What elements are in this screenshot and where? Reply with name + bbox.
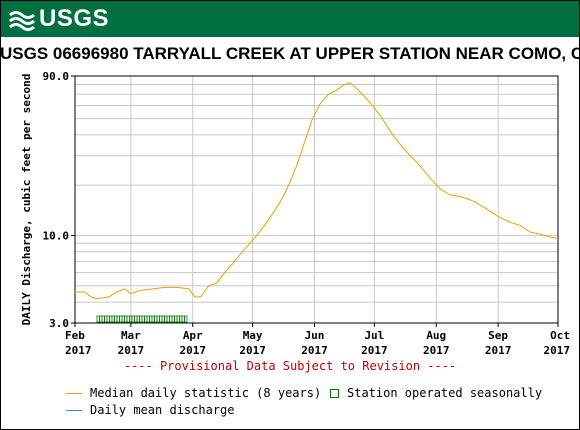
x-tick-label-year: 2017 bbox=[180, 344, 207, 357]
seasonal-markers bbox=[96, 315, 188, 323]
x-tick-label-year: 2017 bbox=[118, 344, 145, 357]
x-tick-label-month: Oct bbox=[550, 329, 570, 342]
legend-item-daily-mean: Daily mean discharge bbox=[66, 403, 235, 417]
x-axis-ticks: Feb 2017 Mar 2017 Apr 2017 May 2017 Jun 2017 Jul 20… bbox=[65, 323, 570, 357]
x-tick-label-year: 2017 bbox=[361, 344, 388, 357]
x-tick-label-month: Jul bbox=[364, 329, 384, 342]
plot-area-border bbox=[74, 75, 559, 324]
x-tick-label-month: Apr bbox=[183, 329, 203, 342]
y-tick-label: 90.0 bbox=[43, 70, 70, 83]
legend-swatch-seasonal bbox=[330, 388, 339, 398]
usgs-logo[interactable]: USGS bbox=[9, 5, 109, 33]
usgs-logo-text: USGS bbox=[39, 5, 110, 32]
y-tick-label: 3.0 bbox=[49, 317, 69, 330]
chart-title: USGS 06696980 TARRYALL CREEK AT UPPER ST… bbox=[0, 44, 580, 63]
legend-label-daily-mean: Daily mean discharge bbox=[90, 403, 235, 417]
seasonal-marker bbox=[184, 315, 188, 323]
x-tick-label-year: 2017 bbox=[544, 344, 571, 357]
grid-lines bbox=[74, 75, 559, 323]
y-axis-label: DAILY Discharge, cubic feet per second bbox=[20, 74, 33, 326]
legend-label-median: Median daily statistic (8 years) bbox=[90, 386, 322, 400]
legend-swatch-median bbox=[66, 392, 82, 394]
legend-item-median: Median daily statistic (8 years) bbox=[66, 386, 321, 400]
x-tick-label-month: May bbox=[243, 329, 263, 342]
legend-label-seasonal: Station operated seasonally bbox=[347, 386, 543, 400]
usgs-wave-icon bbox=[9, 11, 35, 31]
x-tick-label-month: Mar bbox=[121, 329, 141, 342]
x-tick-label-month: Feb bbox=[65, 329, 85, 342]
y-axis-ticks: 3.0 10.0 90.0 bbox=[43, 70, 75, 330]
x-tick-label-month: Sep bbox=[488, 329, 508, 342]
legend-swatch-daily-mean bbox=[66, 409, 82, 411]
x-tick-label-year: 2017 bbox=[65, 344, 92, 357]
y-tick-label: 10.0 bbox=[43, 230, 70, 243]
x-tick-label-month: Jun bbox=[305, 329, 325, 342]
x-tick-label-year: 2017 bbox=[301, 344, 328, 357]
legend-item-seasonal: Station operated seasonally bbox=[330, 386, 542, 400]
median-series-line bbox=[75, 82, 559, 300]
x-tick-label-year: 2017 bbox=[423, 344, 450, 357]
usgs-header-bar: USGS bbox=[1, 1, 579, 37]
x-tick-label-year: 2017 bbox=[485, 344, 512, 357]
chart-plot: Feb 2017 Mar 2017 Apr 2017 May 2017 Jun 2017 Jul 20… bbox=[20, 70, 570, 357]
x-tick-label-year: 2017 bbox=[239, 344, 266, 357]
x-tick-label-month: Aug bbox=[426, 329, 446, 342]
provisional-notice: ---- Provisional Data Subject to Revisio… bbox=[123, 359, 457, 373]
